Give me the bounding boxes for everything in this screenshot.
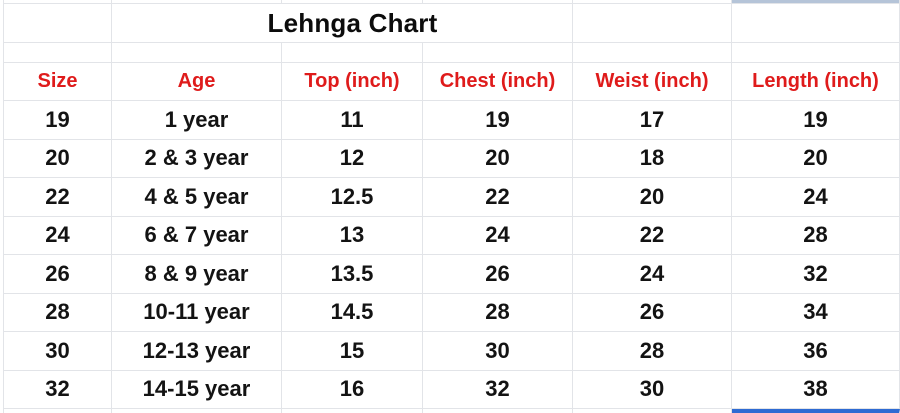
- empty-cell[interactable]: [3, 43, 112, 63]
- cell-length-inch-row1[interactable]: 19: [732, 101, 900, 140]
- cell-length-inch-row3[interactable]: 24: [732, 178, 900, 217]
- cell-age-row5[interactable]: 8 & 9 year: [112, 255, 282, 294]
- table-row: 28 10-11 year 14.5 28 26 34: [3, 293, 900, 332]
- table-row: 19 1 year 11 19 17 19: [3, 101, 900, 140]
- cell-top-inch-row5[interactable]: 13.5: [282, 255, 423, 294]
- cell-top-inch-row2[interactable]: 12: [282, 139, 423, 178]
- table-row: 20 2 & 3 year 12 20 18 20: [3, 139, 900, 178]
- title-row-cell[interactable]: [112, 4, 282, 43]
- cell-weist-inch-row4[interactable]: 22: [573, 216, 732, 255]
- cell-top-inch-row6[interactable]: 14.5: [282, 293, 423, 332]
- cell-weist-inch-row2[interactable]: 18: [573, 139, 732, 178]
- cell-top-inch-row1[interactable]: 11: [282, 101, 423, 140]
- cell-size-row7[interactable]: 30: [3, 332, 112, 371]
- cell-size-row3[interactable]: 22: [3, 178, 112, 217]
- title-row-cell[interactable]: [573, 4, 732, 43]
- cell-chest-inch-row2[interactable]: 20: [423, 139, 573, 178]
- cell-chest-inch-row1[interactable]: 19: [423, 101, 573, 140]
- cell-age-row2[interactable]: 2 & 3 year: [112, 139, 282, 178]
- cell-top-inch-row4[interactable]: 13: [282, 216, 423, 255]
- cell-age-row3[interactable]: 4 & 5 year: [112, 178, 282, 217]
- sliver-cell: [573, 409, 732, 413]
- cell-weist-inch-row6[interactable]: 26: [573, 293, 732, 332]
- chart-title-cell[interactable]: Lehnga Chart: [268, 4, 437, 43]
- empty-cell[interactable]: [732, 43, 900, 63]
- cell-chest-inch-row6[interactable]: 28: [423, 293, 573, 332]
- table-row: 30 12-13 year 15 30 28 36: [3, 332, 900, 371]
- cell-age-row1[interactable]: 1 year: [112, 101, 282, 140]
- cell-size-row8[interactable]: 32: [3, 370, 112, 409]
- cell-chest-inch-row5[interactable]: 26: [423, 255, 573, 294]
- size-chart-table: Lehnga Chart Size Age Top (inch) Chest (inc…: [3, 0, 900, 413]
- title-row-cell[interactable]: [423, 4, 573, 43]
- cell-top-inch-row8[interactable]: 16: [282, 370, 423, 409]
- cell-length-inch-row8[interactable]: 38: [732, 370, 900, 409]
- column-header-chest-inch[interactable]: Chest (inch): [423, 63, 573, 101]
- cell-weist-inch-row7[interactable]: 28: [573, 332, 732, 371]
- cell-size-row2[interactable]: 20: [3, 139, 112, 178]
- empty-cell[interactable]: [112, 43, 282, 63]
- sliver-cell: [573, 0, 732, 4]
- data-rows: 19 1 year 11 19 17 19 20 2 & 3 year 12 20 18 20 22 4 …: [3, 101, 900, 409]
- table-row: 26 8 & 9 year 13.5 26 24 32: [3, 255, 900, 294]
- cell-size-row1[interactable]: 19: [3, 101, 112, 140]
- cell-age-row4[interactable]: 6 & 7 year: [112, 216, 282, 255]
- cell-weist-inch-row8[interactable]: 30: [573, 370, 732, 409]
- empty-cell[interactable]: [573, 43, 732, 63]
- top-sliver-row: [3, 0, 900, 4]
- empty-cell[interactable]: [423, 43, 573, 63]
- bottom-sliver-row: [3, 409, 900, 413]
- spacer-row: [3, 43, 900, 63]
- sliver-cell: [282, 0, 423, 4]
- cell-chest-inch-row3[interactable]: 22: [423, 178, 573, 217]
- title-row-cell[interactable]: [3, 4, 112, 43]
- sliver-cell: [112, 409, 282, 413]
- cell-age-row8[interactable]: 14-15 year: [112, 370, 282, 409]
- cell-size-row4[interactable]: 24: [3, 216, 112, 255]
- cell-weist-inch-row5[interactable]: 24: [573, 255, 732, 294]
- cell-size-row5[interactable]: 26: [3, 255, 112, 294]
- cell-top-inch-row3[interactable]: 12.5: [282, 178, 423, 217]
- column-header-size[interactable]: Size: [3, 63, 112, 101]
- cell-length-inch-row7[interactable]: 36: [732, 332, 900, 371]
- cell-weist-inch-row3[interactable]: 20: [573, 178, 732, 217]
- cell-chest-inch-row8[interactable]: 32: [423, 370, 573, 409]
- selection-border: [732, 409, 900, 413]
- cell-length-inch-row6[interactable]: 34: [732, 293, 900, 332]
- sliver-cell: [423, 409, 573, 413]
- title-row-cell[interactable]: [732, 4, 900, 43]
- sliver-cell: [282, 409, 423, 413]
- cell-weist-inch-row1[interactable]: 17: [573, 101, 732, 140]
- column-header-age[interactable]: Age: [112, 63, 282, 101]
- cell-length-inch-row2[interactable]: 20: [732, 139, 900, 178]
- column-header-weist-inch[interactable]: Weist (inch): [573, 63, 732, 101]
- cell-size-row6[interactable]: 28: [3, 293, 112, 332]
- column-header-length-inch[interactable]: Length (inch): [732, 63, 900, 101]
- table-row: 22 4 & 5 year 12.5 22 20 24: [3, 178, 900, 217]
- empty-cell[interactable]: [282, 43, 423, 63]
- sliver-cell: [3, 409, 112, 413]
- cell-chest-inch-row4[interactable]: 24: [423, 216, 573, 255]
- sliver-cell: [423, 0, 573, 4]
- table-row: 32 14-15 year 16 32 30 38: [3, 370, 900, 409]
- table-row: 24 6 & 7 year 13 24 22 28: [3, 216, 900, 255]
- chart-title: Lehnga Chart: [267, 7, 438, 38]
- title-row: Lehnga Chart: [3, 4, 900, 43]
- cell-length-inch-row5[interactable]: 32: [732, 255, 900, 294]
- column-header-top-inch[interactable]: Top (inch): [282, 63, 423, 101]
- cell-age-row6[interactable]: 10-11 year: [112, 293, 282, 332]
- cell-age-row7[interactable]: 12-13 year: [112, 332, 282, 371]
- sliver-cell: [112, 0, 282, 4]
- cell-top-inch-row7[interactable]: 15: [282, 332, 423, 371]
- sliver-cell: [3, 0, 112, 4]
- cell-length-inch-row4[interactable]: 28: [732, 216, 900, 255]
- header-row: Size Age Top (inch) Chest (inch) Weist (inch…: [3, 63, 900, 101]
- cell-chest-inch-row7[interactable]: 30: [423, 332, 573, 371]
